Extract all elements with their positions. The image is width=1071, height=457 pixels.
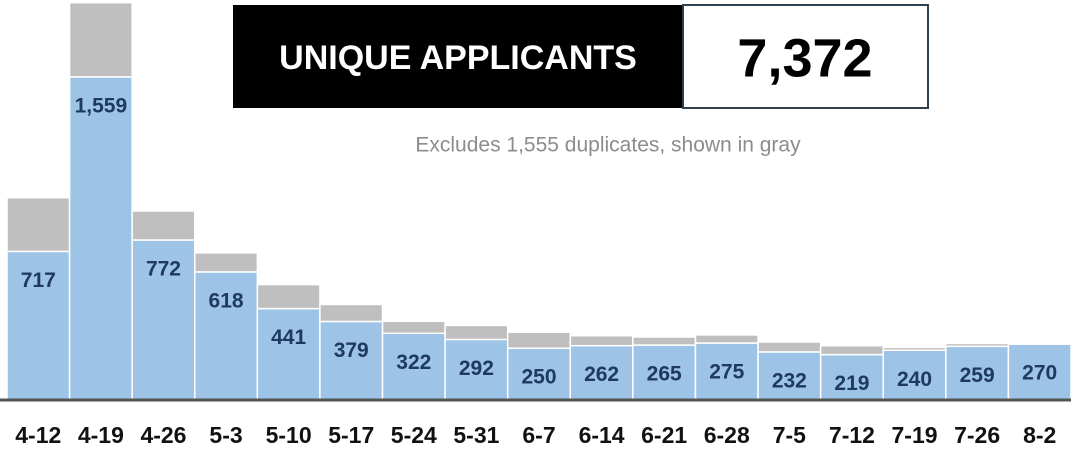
bar-segment xyxy=(882,349,947,401)
bar-segment xyxy=(68,1,133,78)
bar-segment xyxy=(131,210,196,241)
value-label: 441 xyxy=(271,326,306,349)
value-label: 379 xyxy=(334,339,369,362)
header-label: UNIQUE APPLICANTS xyxy=(279,39,637,77)
bar-segment xyxy=(757,341,822,353)
value-label: 292 xyxy=(459,357,494,380)
value-label: 618 xyxy=(209,289,244,312)
x-tick-label: 4-12 xyxy=(15,422,61,448)
x-tick-label: 6-14 xyxy=(579,422,625,448)
bar-segment xyxy=(819,344,884,356)
bar-segment xyxy=(256,307,321,401)
bar-segment xyxy=(194,252,259,273)
x-tick-label: 7-19 xyxy=(892,422,938,448)
bar-segment xyxy=(569,335,634,347)
value-label: 232 xyxy=(772,369,807,392)
bar-segment xyxy=(694,334,759,344)
x-tick-label: 8-2 xyxy=(1023,422,1056,448)
value-label: 259 xyxy=(960,364,995,387)
bar-segment xyxy=(882,346,947,352)
value-label: 270 xyxy=(1022,362,1057,385)
bar-segment xyxy=(381,332,446,401)
bar-segment xyxy=(6,250,71,401)
x-tick-label: 5-24 xyxy=(391,422,437,448)
bar-segment xyxy=(632,336,697,346)
header-box xyxy=(233,5,683,108)
value-label: 219 xyxy=(834,372,869,395)
bar-segment xyxy=(569,344,634,401)
x-tick-label: 6-21 xyxy=(641,422,687,448)
total: 7,372 xyxy=(737,28,872,88)
bars xyxy=(6,1,1071,401)
bar-segment xyxy=(6,196,71,253)
x-tick-label: 5-10 xyxy=(266,422,312,448)
value-label: 717 xyxy=(21,269,56,292)
value-label: 772 xyxy=(146,258,181,281)
value-label: 265 xyxy=(647,363,682,386)
x-tick-label: 6-28 xyxy=(704,422,750,448)
bar-segment xyxy=(632,344,697,401)
subtitle: Excludes 1,555 duplicates, shown in gray xyxy=(415,134,801,157)
x-tick-label: 5-31 xyxy=(453,422,499,448)
value-label: 262 xyxy=(584,363,619,386)
x-tick-label: 7-26 xyxy=(954,422,1000,448)
bar-segment xyxy=(256,283,321,310)
bar-segment xyxy=(1007,342,1071,345)
x-tick-label: 4-26 xyxy=(140,422,186,448)
x-tick-label: 7-12 xyxy=(829,422,875,448)
bar-segment xyxy=(819,353,884,401)
value-label: 275 xyxy=(709,361,744,384)
x-tick-label: 5-17 xyxy=(328,422,374,448)
bar-segment xyxy=(444,324,509,341)
total-box xyxy=(682,4,929,109)
value-label: 250 xyxy=(521,366,556,389)
bar-segment xyxy=(68,76,133,401)
x-tick-label: 7-5 xyxy=(773,422,806,448)
bar-segment xyxy=(319,303,384,323)
bar-segment xyxy=(506,331,572,349)
bar-segment xyxy=(381,320,446,335)
x-tick-label: 4-19 xyxy=(78,422,124,448)
x-tick-label: 5-3 xyxy=(209,422,242,448)
bar-segment xyxy=(945,342,1010,348)
x-tick-label: 6-7 xyxy=(522,422,555,448)
value-label: 240 xyxy=(897,368,932,391)
bar-segment xyxy=(1007,343,1071,401)
value-label: 322 xyxy=(396,351,431,374)
value-label: 1,559 xyxy=(75,94,128,117)
